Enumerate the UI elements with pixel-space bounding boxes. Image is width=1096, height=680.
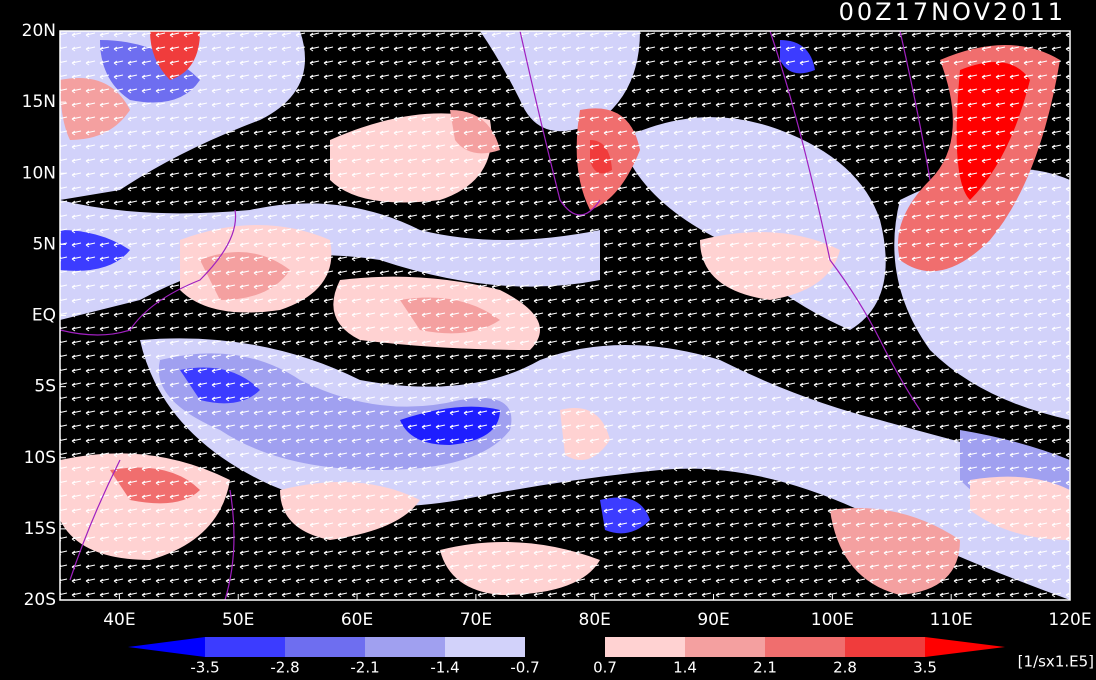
lon-label: 80E: [579, 610, 611, 630]
contour-field: [60, 31, 1070, 600]
lon-label: 110E: [930, 610, 973, 630]
lon-label: 70E: [460, 610, 492, 630]
lat-label: 10S: [24, 448, 56, 468]
lon-label: 40E: [103, 610, 135, 630]
colorbar-label: 2.1: [753, 659, 777, 677]
colorbar-label: 3.5: [913, 659, 937, 677]
colorbar-label: -2.8: [270, 659, 299, 677]
colorbar-label: -2.1: [350, 659, 379, 677]
lat-label: EQ: [32, 306, 56, 326]
colorbar-label: -0.7: [510, 659, 539, 677]
lat-label: 15N: [22, 92, 56, 112]
lat-label: 20N: [22, 21, 56, 41]
colorbar: [128, 637, 1005, 657]
colorbar-label: 1.4: [673, 659, 697, 677]
lon-label: 50E: [222, 610, 254, 630]
lat-label: 5N: [32, 234, 56, 254]
lat-label: 5S: [34, 377, 56, 397]
lat-label: 10N: [22, 163, 56, 183]
colorbar-label: -1.4: [430, 659, 459, 677]
lat-label: 20S: [24, 590, 56, 610]
lon-label: 60E: [341, 610, 373, 630]
lon-label: 90E: [697, 610, 729, 630]
lat-label: 15S: [24, 519, 56, 539]
map-title: 00Z17NOV2011: [839, 0, 1066, 26]
lon-label: 120E: [1048, 610, 1091, 630]
colorbar-label: 2.8: [833, 659, 857, 677]
colorbar-label: -3.5: [190, 659, 219, 677]
lon-label: 100E: [811, 610, 854, 630]
colorbar-label: 0.7: [593, 659, 617, 677]
colorbar-units: [1/sx1.E5]: [1018, 653, 1094, 671]
